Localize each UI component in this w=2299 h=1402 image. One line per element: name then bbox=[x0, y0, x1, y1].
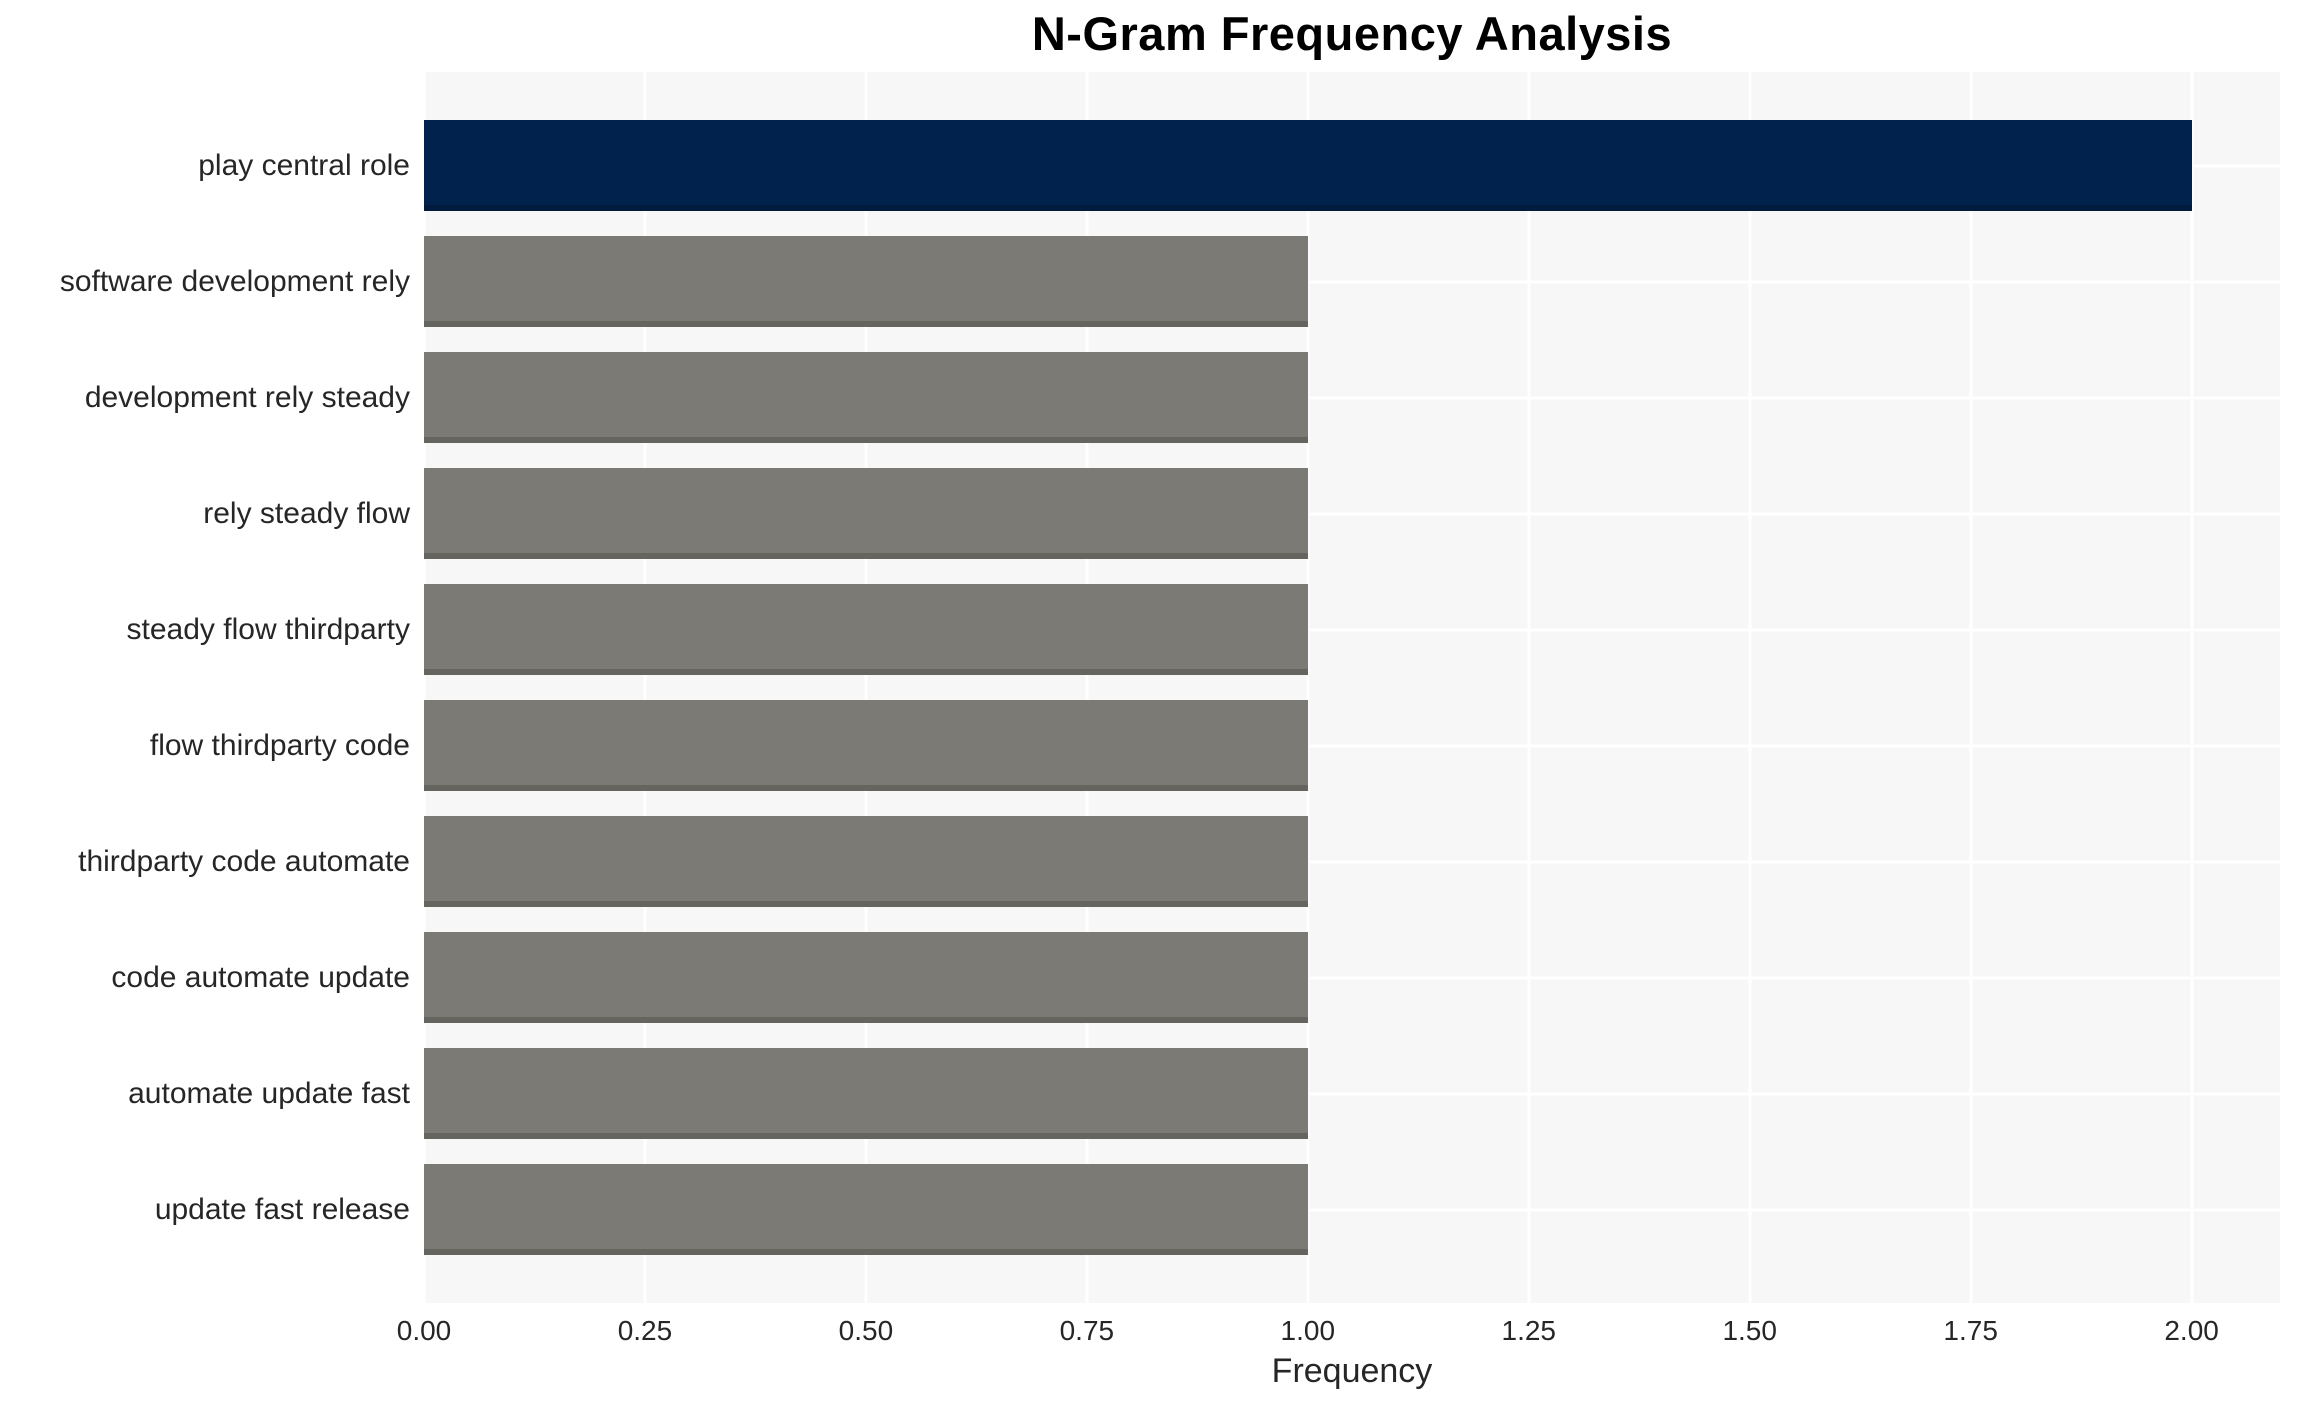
x-gridline bbox=[1085, 72, 1089, 1303]
bar bbox=[424, 236, 1308, 327]
y-gridline bbox=[424, 976, 2280, 979]
bar bbox=[424, 468, 1308, 559]
y-gridline bbox=[424, 628, 2280, 631]
y-tick-label: development rely steady bbox=[84, 380, 410, 414]
y-gridline bbox=[424, 744, 2280, 747]
x-tick-label: 1.00 bbox=[1280, 1315, 1336, 1346]
x-axis-label: Frequency bbox=[1271, 1352, 1433, 1390]
x-axis-ticks: 0.00 0.25 0.50 0.75 1.00 1.25 1.50 1.75 2.00 bbox=[397, 1315, 2280, 1351]
bar-row: software development rely bbox=[60, 236, 2280, 327]
x-tick-label: 0.00 bbox=[396, 1315, 452, 1346]
bar-row: automate update fast bbox=[128, 1048, 2280, 1139]
chart-title: N-Gram Frequency Analysis bbox=[1031, 7, 1673, 60]
x-tick-label: 0.25 bbox=[617, 1315, 673, 1346]
bar-row: thirdparty code automate bbox=[78, 816, 2280, 907]
y-gridline bbox=[424, 280, 2280, 283]
x-gridline bbox=[1306, 72, 1310, 1303]
plot-area: play central role software development re… bbox=[60, 72, 2280, 1303]
bar bbox=[424, 932, 1308, 1023]
x-gridline bbox=[2190, 72, 2194, 1303]
y-gridline bbox=[424, 860, 2280, 863]
y-tick-label: software development rely bbox=[59, 264, 410, 298]
bar-rows: play central role software development re… bbox=[60, 72, 2280, 1303]
y-gridline bbox=[424, 1208, 2280, 1211]
x-gridline bbox=[864, 72, 868, 1303]
x-tick-label: 1.25 bbox=[1501, 1315, 1557, 1346]
x-tick-label: 0.75 bbox=[1059, 1315, 1115, 1346]
y-gridline bbox=[424, 1092, 2280, 1095]
y-tick-label: rely steady flow bbox=[203, 496, 410, 530]
y-tick-label: play central role bbox=[198, 148, 410, 182]
bar-row: update fast release bbox=[155, 1164, 2280, 1255]
x-tick-label: 0.50 bbox=[838, 1315, 894, 1346]
y-tick-label: steady flow thirdparty bbox=[126, 612, 410, 646]
bar bbox=[424, 700, 1308, 791]
y-gridline bbox=[424, 512, 2280, 515]
y-gridline bbox=[424, 396, 2280, 399]
y-tick-label: flow thirdparty code bbox=[149, 728, 410, 762]
bar bbox=[424, 816, 1308, 907]
bar bbox=[424, 120, 2192, 211]
x-gridline bbox=[1748, 72, 1752, 1303]
x-gridline bbox=[1969, 72, 1973, 1303]
bar-row: rely steady flow bbox=[203, 468, 2280, 559]
bar-row: steady flow thirdparty bbox=[127, 584, 2280, 675]
x-gridlines bbox=[422, 72, 2280, 1303]
y-tick-label: thirdparty code automate bbox=[78, 844, 410, 878]
x-gridline bbox=[643, 72, 647, 1303]
x-gridline bbox=[422, 72, 426, 1303]
y-tick-label: update fast release bbox=[154, 1192, 410, 1226]
bar-row: play central role bbox=[198, 120, 2280, 211]
bar bbox=[424, 1048, 1308, 1139]
bar bbox=[424, 584, 1308, 675]
bar-row: development rely steady bbox=[85, 352, 2280, 443]
x-tick-label: 1.50 bbox=[1722, 1315, 1777, 1346]
y-tick-label: automate update fast bbox=[128, 1076, 410, 1110]
bar bbox=[424, 1164, 1308, 1255]
x-tick-label: 2.00 bbox=[2164, 1315, 2219, 1346]
bar-row: flow thirdparty code bbox=[150, 700, 2280, 791]
bar bbox=[424, 352, 1308, 443]
y-tick-label: code automate update bbox=[111, 960, 410, 994]
bar-row: code automate update bbox=[111, 932, 2280, 1023]
x-gridline bbox=[1527, 72, 1531, 1303]
x-tick-label: 1.75 bbox=[1943, 1315, 1998, 1346]
